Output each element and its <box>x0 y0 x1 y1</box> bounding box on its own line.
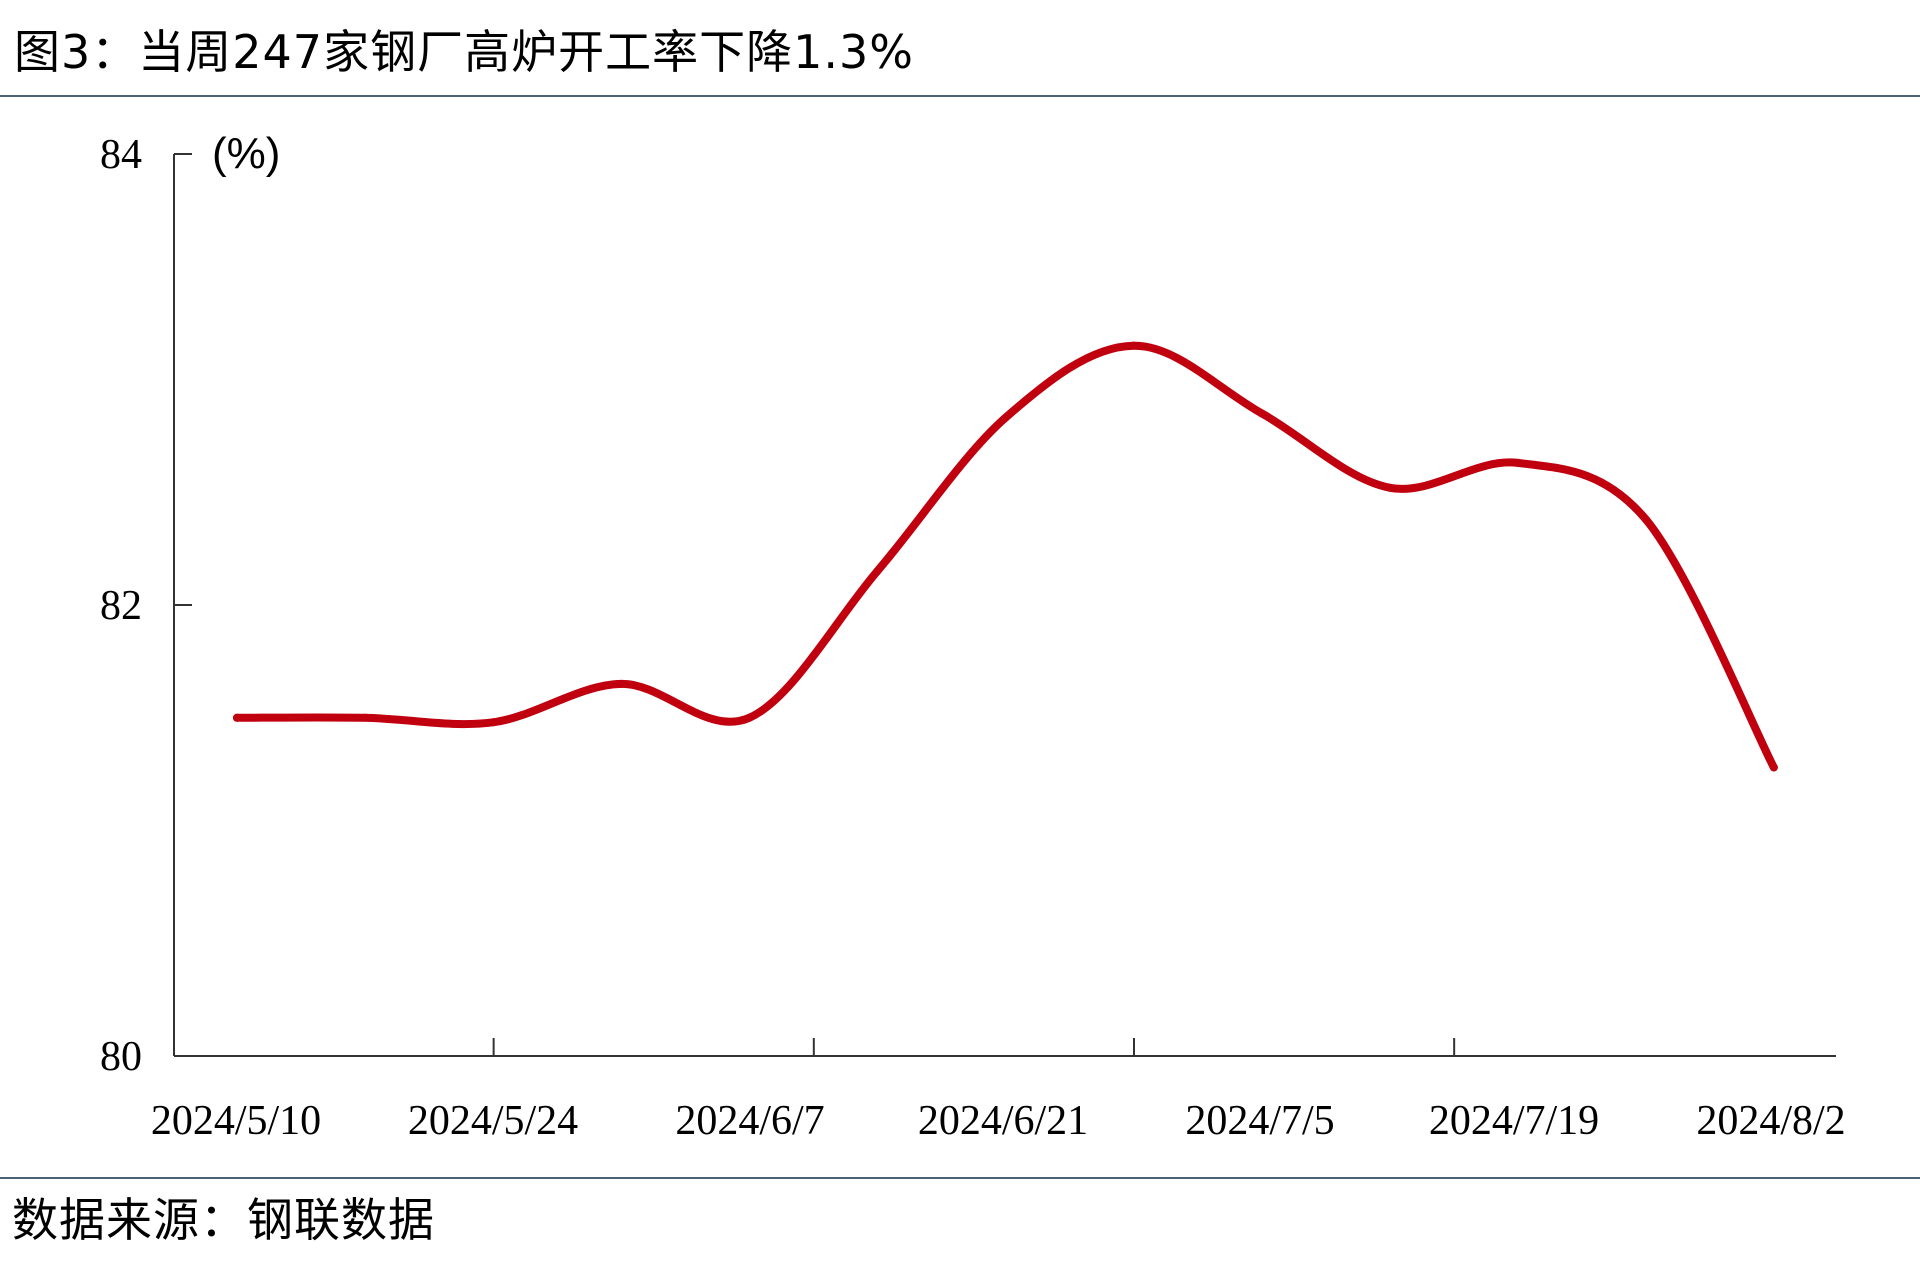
data-point <box>1385 483 1394 492</box>
data-point <box>1769 763 1778 772</box>
y-tick-label: 80 <box>100 1034 142 1080</box>
series-line-blast-furnace-rate <box>233 341 1778 772</box>
x-tick-label: 2024/5/24 <box>408 1098 578 1144</box>
data-point <box>1513 458 1522 467</box>
y-axis-ticks: 80 82 84 <box>100 132 192 1080</box>
x-tick-label: 2024/6/7 <box>675 1098 824 1144</box>
x-tick-label: 2024/6/21 <box>918 1098 1088 1144</box>
chart-title: 图3：当周247家钢厂高炉开工率下降1.3% <box>14 25 914 79</box>
data-point <box>233 713 241 722</box>
data-point <box>361 713 370 722</box>
x-axis-ticks: 2024/5/10 2024/5/24 2024/6/7 2024/6/21 2024/… <box>151 1038 1846 1144</box>
x-tick-label: 2024/7/19 <box>1429 1098 1599 1144</box>
footer-divider <box>0 1177 1920 1179</box>
data-point <box>1257 409 1266 418</box>
data-point <box>617 679 626 688</box>
data-point <box>873 567 882 576</box>
source-note: 数据来源：钢联数据 <box>12 1193 435 1247</box>
series-points <box>233 341 1778 772</box>
x-tick-label: 2024/5/10 <box>151 1098 321 1144</box>
y-tick-label: 82 <box>100 583 142 629</box>
title-divider <box>0 95 1920 97</box>
x-tick-label: 2024/8/2 <box>1696 1098 1845 1144</box>
data-point <box>745 713 754 722</box>
data-point <box>1001 413 1010 422</box>
y-axis-unit-label: (%) <box>212 129 280 178</box>
y-tick-label: 84 <box>100 132 142 178</box>
data-point <box>1129 341 1138 350</box>
x-tick-label: 2024/7/5 <box>1185 1098 1334 1144</box>
data-point <box>1641 515 1650 524</box>
data-point <box>489 718 498 727</box>
